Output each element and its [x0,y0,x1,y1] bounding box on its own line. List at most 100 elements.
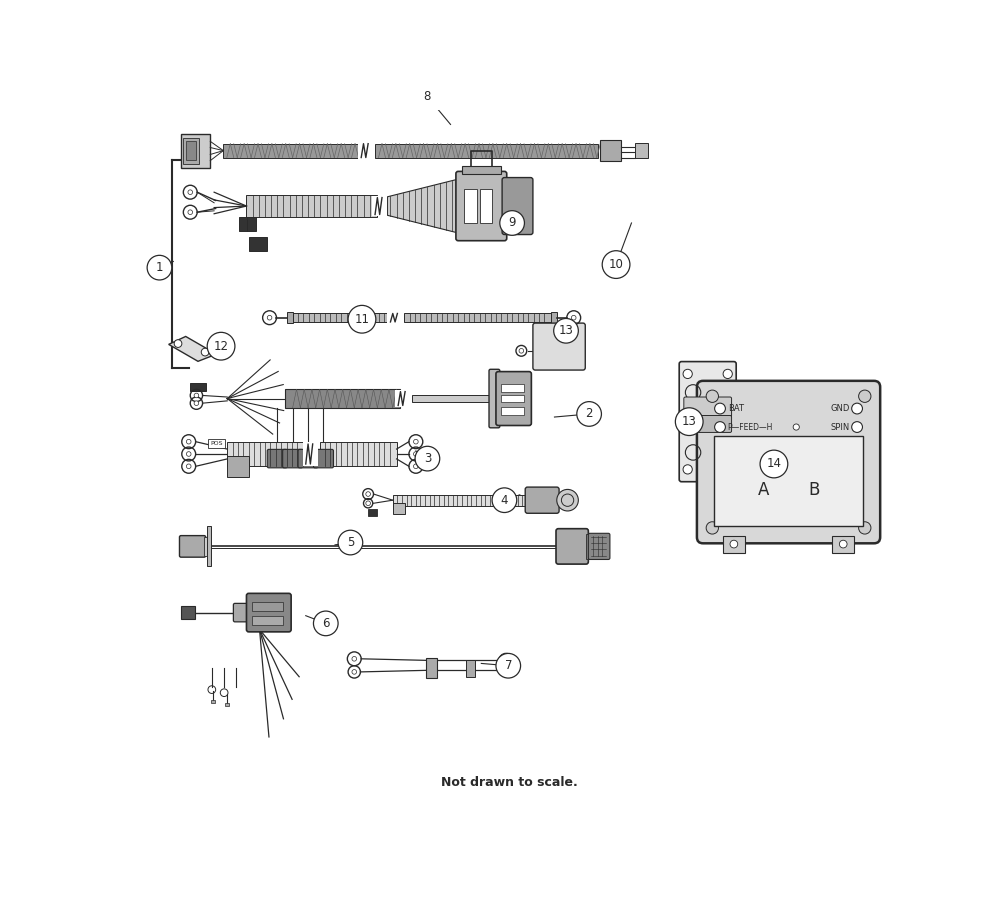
Bar [393,495,527,506]
Circle shape [851,404,862,414]
Circle shape [706,522,719,534]
Bar [388,312,403,324]
Circle shape [851,422,862,433]
Bar [550,312,556,323]
Bar [372,196,388,216]
Bar [249,237,267,251]
Bar [246,195,378,217]
Circle shape [366,501,371,506]
Circle shape [415,84,440,109]
Circle shape [414,464,418,468]
FancyBboxPatch shape [496,371,531,425]
Bar [225,703,228,705]
Circle shape [683,370,692,379]
Circle shape [207,332,235,360]
Circle shape [602,251,630,278]
Bar [466,660,476,676]
Circle shape [503,658,508,662]
Text: 1: 1 [156,261,164,274]
Polygon shape [168,337,216,361]
Bar [320,443,397,466]
Circle shape [188,190,192,195]
FancyBboxPatch shape [298,449,318,468]
FancyBboxPatch shape [697,381,880,544]
Bar [501,394,524,403]
Circle shape [715,404,726,414]
FancyBboxPatch shape [556,529,588,565]
Circle shape [556,490,578,511]
Circle shape [338,530,363,554]
Bar [395,390,411,407]
Circle shape [496,653,520,678]
Circle shape [794,424,800,430]
Bar [393,503,405,514]
Text: 8: 8 [424,91,431,103]
FancyBboxPatch shape [313,449,333,468]
Text: B: B [809,481,820,500]
Text: Not drawn to scale.: Not drawn to scale. [442,776,578,789]
Bar [358,142,374,159]
Circle shape [499,210,524,235]
Circle shape [519,349,523,353]
Circle shape [730,540,738,548]
Bar [832,535,854,553]
Text: POS: POS [210,441,222,446]
Text: 7: 7 [504,659,512,673]
Circle shape [553,318,578,343]
Circle shape [174,339,181,348]
Bar [303,443,318,466]
Bar [465,189,477,223]
Bar [635,143,648,158]
Bar [723,535,745,553]
Bar [714,436,863,526]
FancyBboxPatch shape [684,397,732,417]
FancyBboxPatch shape [179,535,205,557]
Text: 6: 6 [322,617,330,630]
FancyBboxPatch shape [679,361,736,481]
Circle shape [186,452,191,457]
Circle shape [313,611,338,636]
Bar [204,537,208,555]
Bar [208,438,225,447]
Circle shape [188,210,192,214]
Text: 12: 12 [213,339,228,352]
Circle shape [348,306,376,333]
FancyBboxPatch shape [684,415,732,433]
Bar [375,144,598,157]
FancyBboxPatch shape [267,449,287,468]
Circle shape [858,522,871,534]
Bar [586,534,590,559]
Text: BAT: BAT [728,404,744,413]
Bar [227,456,249,477]
Circle shape [194,401,198,405]
Bar [480,189,493,223]
Circle shape [186,439,191,444]
Text: 2: 2 [585,407,593,421]
Text: 10: 10 [608,258,623,271]
Circle shape [414,439,418,444]
FancyBboxPatch shape [456,171,506,241]
Text: 9: 9 [508,217,515,230]
FancyBboxPatch shape [533,323,585,370]
Bar [211,700,215,703]
Text: P—FEED—H: P—FEED—H [728,423,773,432]
Bar [227,443,308,466]
Bar [501,407,524,414]
Circle shape [723,465,733,474]
Bar [181,607,194,619]
Bar [368,510,378,515]
Circle shape [839,540,847,548]
Bar [238,217,255,231]
Circle shape [675,408,703,436]
Bar [285,389,401,408]
Circle shape [683,465,692,474]
Circle shape [194,393,198,398]
Circle shape [715,422,726,433]
FancyBboxPatch shape [525,487,559,513]
Bar [600,140,621,161]
Bar [207,526,211,566]
FancyBboxPatch shape [233,603,250,622]
Bar [223,144,364,157]
Circle shape [148,255,171,280]
Circle shape [723,370,733,379]
